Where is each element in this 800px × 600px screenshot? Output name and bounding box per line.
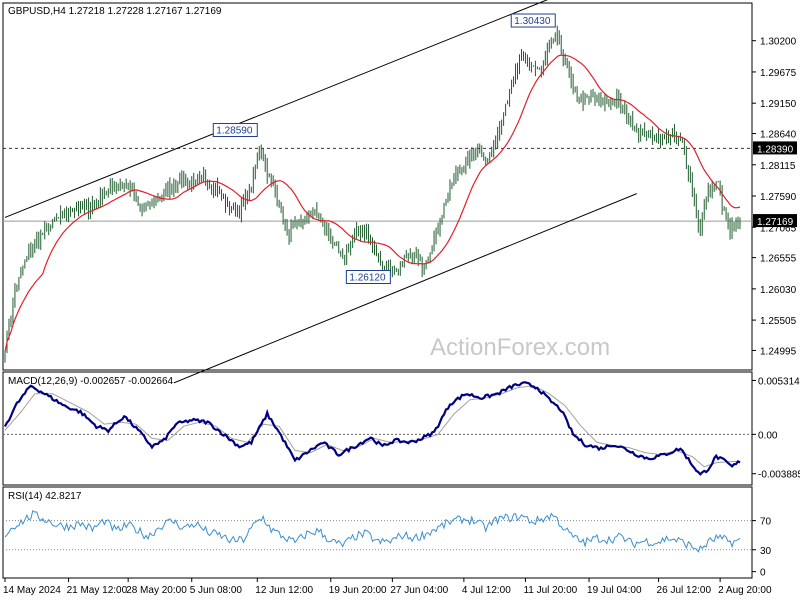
price-axis-marker-box [753,141,797,155]
moving-average-line [4,54,741,353]
time-axis-tick-label: 11 Jul 20:00 [523,585,577,596]
macd-axis-tick-label: 0.005314 [758,376,800,387]
time-axis-tick-label: 14 May 2024 [3,585,61,596]
time-axis-tick-label: 27 Jun 04:00 [390,585,448,596]
rsi-line [4,510,741,553]
time-axis-tick-label: 5 Jun 08:00 [190,585,243,596]
rsi-panel-frame [2,486,753,579]
time-axis-tick-label: 12 Jun 12:00 [255,585,313,596]
time-axis-tick-label: 19 Jun 20:00 [329,585,387,596]
symbol-header: GBPUSD,H4 1.27218 1.27228 1.27167 1.2716… [8,6,222,17]
rsi-axis-tick-label: 70 [760,517,772,528]
time-axis-tick-label: 2 Aug 20:00 [718,585,772,596]
macd-panel-frame [2,371,753,486]
rsi-axis-tick-label: 30 [760,546,772,557]
price-callout-box [510,13,556,28]
channel-upper-line [4,0,549,218]
watermark: ActionForex.com [430,334,610,361]
price-axis-tick-label: 1.26030 [760,285,797,296]
macd-main-line [4,381,741,476]
price-callout-label: 1.26120 [349,272,386,283]
price-axis-marker-label: 1.28390 [757,144,794,155]
time-axis-tick-label: 21 May 12:00 [67,585,128,596]
price-callout-label: 1.28590 [216,126,253,137]
price-axis-tick-label: 1.27590 [760,192,797,203]
price-callout-box [212,123,258,138]
price-axis-tick-label: 1.26555 [760,254,797,265]
price-panel-frame [2,2,753,371]
channel-lower-line [173,193,637,384]
price-axis-tick-label: 1.27065 [760,223,797,234]
time-axis-tick-label: 28 May 20:00 [126,585,187,596]
price-axis-tick-label: 1.29150 [760,99,797,110]
price-axis-marker-box [753,214,797,228]
price-axis-tick-label: 1.25505 [760,316,797,327]
macd-axis-tick-label: 0.00 [758,430,778,441]
price-axis-tick-label: 1.29675 [760,68,797,79]
macd-header: MACD(12,26,9) -0.002657 -0.002664 [8,376,174,387]
price-axis-tick-label: 1.30200 [760,37,797,48]
price-axis-tick-label: 1.28640 [760,130,797,141]
price-callout-box [345,269,391,284]
price-callout-label: 1.30430 [514,16,551,27]
time-axis-tick-label: 19 Jul 04:00 [587,585,642,596]
time-axis-tick-label: 26 Jul 12:00 [657,585,712,596]
axis-layer: 1.30200 1.29675 1.29150 1.28640 1.28115 1.275… [3,37,800,596]
price-axis-tick-label: 1.24995 [760,346,797,357]
time-axis-tick-label: 4 Jul 12:00 [462,585,511,596]
price-axis-marker-label: 1.27169 [757,217,794,228]
rsi-layer [3,510,752,553]
price-axis-tick-label: 1.28115 [760,161,796,172]
rsi-axis-tick-label: 0 [760,568,766,579]
rsi-header: RSI(14) 42.8217 [8,491,82,502]
macd-axis-tick-label: -0.003885 [758,470,800,481]
macd-layer [3,381,752,476]
price-layer: 1.30430 1.28590 1.26120 [3,0,752,384]
